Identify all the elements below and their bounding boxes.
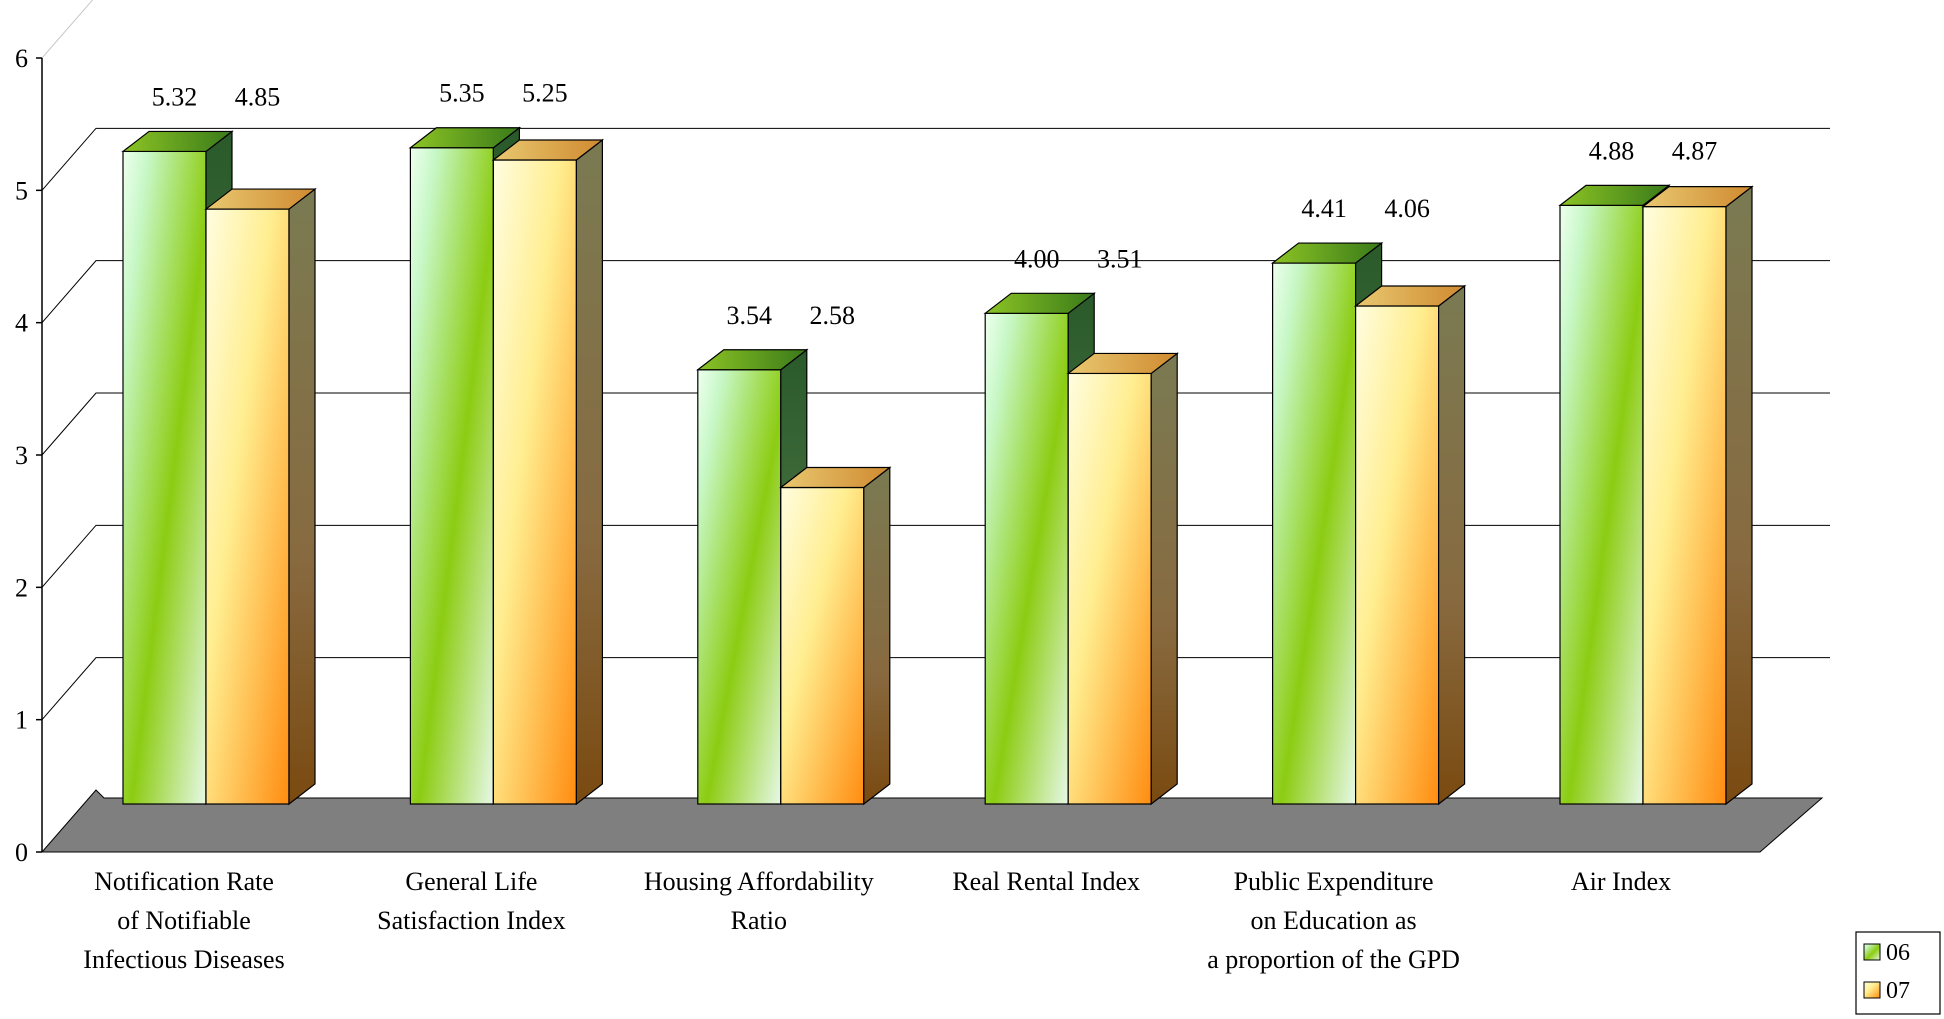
data-label: 4.41: [1301, 194, 1347, 223]
floor-plane: [40, 789, 1824, 853]
category-label: Notification Rate: [94, 867, 274, 896]
y-tick-label: 3: [15, 441, 28, 470]
bar-side: [288, 187, 316, 806]
gridline: [41, 524, 1830, 588]
bars: [121, 126, 1754, 806]
category-label: Air Index: [1571, 867, 1671, 896]
gridline: [41, 260, 1830, 323]
gridlines: [41, 127, 1830, 720]
category-label: of Notifiable: [117, 906, 251, 935]
y-axis: 0 1 2 3 4 5 6: [15, 44, 43, 867]
y-tick-label: 0: [15, 838, 28, 867]
data-label: 4.87: [1672, 136, 1718, 165]
category-labels: Notification Rate of Notifiable Infectious…: [83, 867, 1671, 974]
bar-front: [1067, 372, 1152, 805]
legend-swatch-07: [1863, 981, 1881, 999]
data-label: 5.25: [522, 79, 568, 108]
category-label: Satisfaction Index: [377, 906, 565, 935]
bar-front: [1354, 305, 1440, 805]
bar-side: [575, 138, 604, 806]
bar-front: [409, 147, 494, 805]
y-tick-label: 5: [15, 176, 28, 205]
category-label: Infectious Diseases: [83, 945, 284, 974]
y-tick-label: 2: [15, 573, 28, 602]
bar-07-1: [491, 138, 605, 806]
bar-front: [1642, 206, 1727, 805]
gridline: [41, 127, 1830, 191]
bar-top: [1066, 352, 1179, 375]
bar-07-3: [1066, 352, 1179, 806]
bar-top: [1353, 285, 1467, 307]
bar-top: [204, 188, 317, 210]
bar-top: [983, 292, 1096, 314]
bar-07-4: [1353, 284, 1467, 806]
category-label: Real Rental Index: [952, 867, 1140, 896]
bar-07-5: [1641, 185, 1754, 806]
data-label: 5.32: [152, 82, 198, 111]
data-label: 4.88: [1589, 136, 1635, 165]
y-tick-label: 6: [15, 44, 28, 73]
category-label: Public Expenditure: [1234, 867, 1434, 896]
bar-front: [492, 159, 577, 805]
data-label: 4.06: [1384, 194, 1430, 223]
bar-top: [1270, 242, 1384, 264]
bar-side: [1437, 284, 1466, 806]
bar-front: [984, 312, 1069, 805]
bar-front: [205, 208, 290, 805]
category-label: Housing Affordability: [644, 867, 874, 896]
data-label: 2.58: [810, 301, 856, 330]
bar-top: [121, 130, 234, 153]
data-label: 4.00: [1014, 244, 1060, 273]
category-label: Ratio: [731, 906, 787, 935]
bar-front: [697, 369, 782, 805]
bar-side: [863, 466, 891, 806]
bar-top: [696, 349, 809, 371]
chart-floor: [40, 789, 1824, 853]
bar-top: [491, 139, 605, 161]
bar-front: [122, 150, 207, 805]
bar-top: [1558, 184, 1671, 206]
y-tick-label: 4: [15, 309, 28, 338]
category-label: General Life: [405, 867, 537, 896]
bar-top: [779, 466, 892, 489]
bar-top: [408, 127, 522, 149]
legend-swatch-06: [1863, 943, 1881, 961]
back-wall-edge: [41, 0, 94, 59]
legend-label-06: 06: [1886, 940, 1910, 966]
bar-front: [1271, 262, 1357, 805]
bar-07-0: [204, 187, 317, 806]
data-label: 5.35: [439, 79, 485, 108]
bar-front: [780, 486, 865, 805]
data-labels: 5.32 4.85 5.35 5.25 3.54 2.58 4.00 3.51 4.41 4.06…: [152, 79, 1718, 330]
bar-07-2: [779, 466, 892, 806]
y-tick-label: 1: [15, 706, 28, 735]
legend-label-07: 07: [1886, 978, 1910, 1004]
gridline: [41, 392, 1830, 456]
category-label: on Education as: [1251, 906, 1417, 935]
bar-top: [1641, 186, 1754, 208]
gridline: [41, 657, 1830, 720]
bar-front: [1559, 204, 1644, 805]
bar-side: [1725, 185, 1753, 806]
chart-walls: [41, 0, 94, 59]
bar-side: [1150, 352, 1178, 806]
category-label: a proportion of the GPD: [1207, 945, 1460, 974]
data-label: 3.54: [727, 301, 773, 330]
data-label: 3.51: [1097, 244, 1143, 273]
data-label: 4.85: [235, 82, 281, 111]
